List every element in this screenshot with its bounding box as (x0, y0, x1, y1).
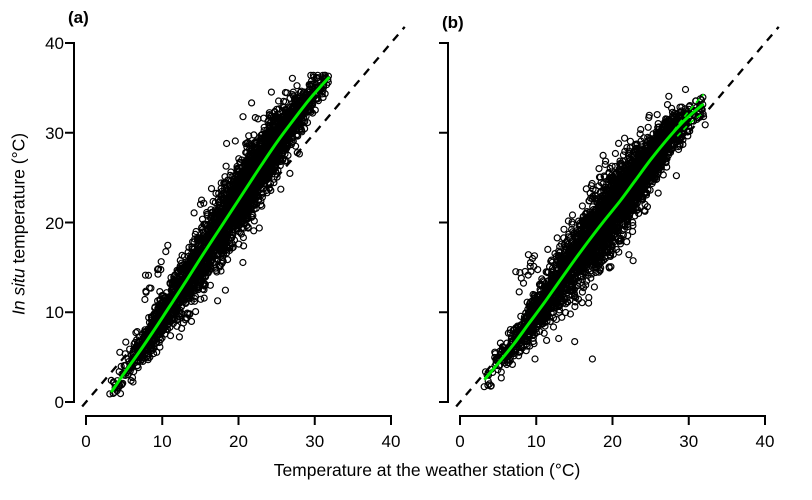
y-axis-label-italic: In situ (8, 268, 29, 316)
x-tick-label-b-10: 10 (526, 432, 546, 451)
y-axis-label-regular: temperature (°C) (8, 132, 29, 269)
y-axis-label: In situ temperature (°C) (9, 133, 30, 315)
panel-a-loess-line (110, 76, 330, 393)
x-tick-label-a-10: 10 (152, 432, 172, 451)
y-tick-label-0: 0 (54, 393, 64, 412)
x-tick-label-a-20: 20 (229, 432, 248, 451)
x-tick-label-b-0: 0 (455, 432, 465, 451)
panel-label-a: (a) (68, 8, 89, 27)
x-axis-label: Temperature at the weather station (°C) (273, 460, 581, 480)
panel-b-loess-ci-lower (676, 113, 703, 137)
y-tick-label-10: 10 (45, 303, 64, 323)
panel-b-loess-line (483, 103, 704, 381)
x-tick-label-b-30: 30 (679, 432, 699, 451)
panel-a-axes (65, 42, 392, 425)
x-tick-label-a-0: 0 (81, 432, 91, 451)
panel-b-axes (439, 42, 766, 425)
x-tick-label-a-30: 30 (305, 432, 325, 451)
y-tick-label-20: 20 (45, 213, 64, 233)
panel-a (65, 26, 406, 425)
panel-label-b: (b) (442, 13, 464, 32)
x-tick-label-b-40: 40 (755, 432, 775, 451)
x-tick-label-b-20: 20 (603, 432, 622, 451)
x-tick-label-a-40: 40 (381, 432, 401, 451)
panel-b (439, 26, 780, 425)
y-tick-label-40: 40 (45, 34, 64, 53)
y-tick-label-30: 30 (45, 123, 64, 143)
